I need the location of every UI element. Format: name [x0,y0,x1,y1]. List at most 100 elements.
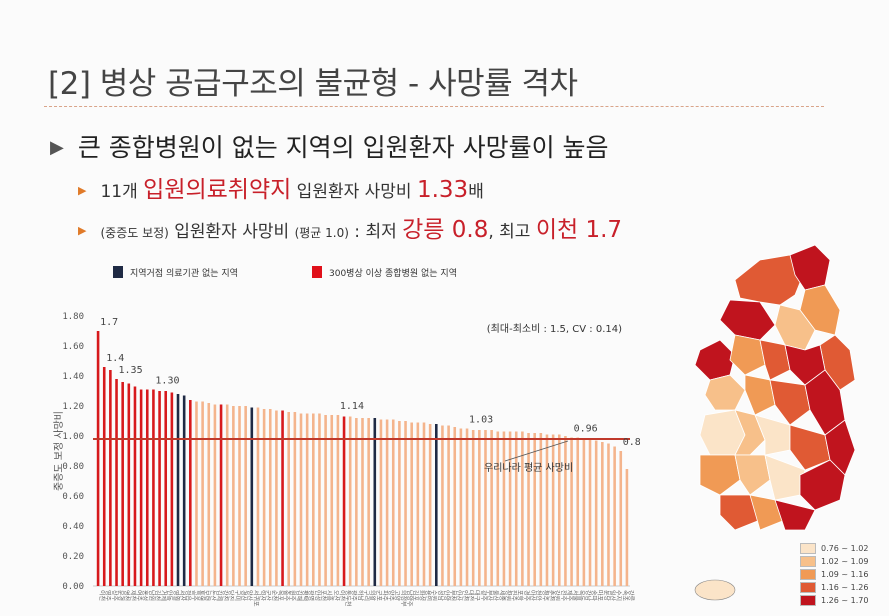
mortality-bar-chart: 지역거점 의료기관 없는 지역 300병상 이상 종합병원 없는 지역 0.00 0.… [53,266,640,607]
x-tick-label: 양산 [246,590,254,602]
bar [348,416,352,586]
x-tick-label: 논산 [209,590,217,602]
bar [244,406,247,586]
bar [195,401,198,586]
x-tick-label: 공주 [190,590,197,602]
bar [268,409,272,586]
bar [336,415,340,586]
map-region [699,454,741,496]
x-tick-label: 인천 [461,590,469,601]
y-tick-label: 0.80 [62,462,84,472]
bar [533,433,536,586]
y-tick-label: 0.40 [62,522,84,532]
x-tick-label: 영주 [104,590,112,602]
bar [613,446,616,586]
bar [299,413,303,586]
bar [373,418,377,586]
x-tick-label: 의정부 [399,590,407,607]
bar [232,406,235,586]
bar [496,431,500,586]
map-legend: 0.76 ~ 1.02 1.02 ~ 1.09 1.09 ~ 1.16 1.16… [800,542,868,607]
legend-label: 지역거점 의료기관 없는 지역 [130,267,238,279]
bar [502,431,506,586]
x-tick-label: 김제 [215,590,223,601]
x-tick-label: 거제 [160,590,168,601]
legend-swatch [800,543,816,554]
b2-post: 배 [468,182,484,202]
bar [428,424,432,586]
bar [453,427,457,586]
map-legend-label: 1.16 ~ 1.26 [821,583,869,592]
data-value-label: 1.03 [469,415,493,426]
data-value-label: 1.4 [106,353,124,364]
bar [594,440,598,586]
x-tick-label: 순천 [270,590,278,601]
bar [570,437,573,586]
x-tick-label: 강릉 [627,590,635,602]
map-region [754,414,791,456]
x-tick-label: 익산 [258,590,266,602]
reference-line-label: 우리나라 평균 사망비 [484,462,573,474]
y-tick-label: 0.20 [62,552,84,562]
x-tick-label: 이천 [98,590,106,601]
x-tick-label: 세종 [498,590,506,602]
bullet-main: ▶ 큰 종합병원이 없는 지역의 입원환자 사망률이 높음 [50,128,609,164]
b2-highlight-region: 입원의료취약지 [143,177,292,203]
x-tick-label: 여주 [135,590,143,602]
x-tick-label: 통영 [196,590,204,601]
map-legend-label: 1.26 ~ 1.70 [821,596,869,605]
x-tick-label: 목포 [276,590,283,602]
x-tick-label: 서산 [178,590,186,602]
map-legend-label: 0.76 ~ 1.02 [821,544,869,553]
x-tick-label: 남양주 [406,590,414,607]
x-tick-label: 군산 [264,590,272,602]
reference-pointer [504,440,569,462]
legend-swatch [800,595,816,606]
x-tick-label: 광명 [307,590,315,601]
bar [133,386,137,586]
bar [361,418,364,586]
bar [139,389,143,586]
ratio-note: (최대-최소비 : 1.5, CV : 0.14) [487,323,622,335]
x-tick-label: 전주 [559,590,567,602]
b3-text: 입원환자 사망비 [168,222,295,242]
bar [275,410,278,586]
x-tick-label: 대구 [473,590,481,602]
bar [478,430,481,586]
x-tick-label: 구미 [233,590,241,601]
map-region [729,334,766,376]
bullet-sub-2: ▶ (중증도 보정) 입원환자 사망비 (평균 1.0) : 최저 강릉 0.8,… [78,210,622,244]
bar [109,370,112,586]
bar [238,406,241,586]
y-tick-label: 0.00 [62,582,84,592]
x-tick-label: 김포 [412,590,419,602]
x-tick-label: 제천 [129,590,137,601]
data-value-label: 1.35 [119,365,143,376]
bar [521,431,524,586]
map-legend-item: 1.26 ~ 1.70 [800,594,868,607]
orange-triangle-icon: ▶ [78,224,87,237]
korea-choropleth-map [694,244,856,601]
bar [576,437,580,586]
bar [158,391,161,586]
x-tick-label: 울산 [492,590,500,602]
bar [318,413,321,586]
bar [607,443,610,586]
x-tick-label: 파주 [381,590,389,602]
x-tick-label: 의왕 [369,590,377,602]
bar [539,433,543,586]
bar [330,415,334,586]
y-tick-label: 1.60 [62,342,84,352]
bar [164,391,168,586]
x-tick-label: 진주 [510,590,518,602]
legend-swatch [800,582,816,593]
data-value-label: 0.96 [574,424,598,435]
x-tick-label: 용인 [424,590,431,601]
bar [441,425,444,586]
legend-swatch [800,556,816,567]
slide-title: [2] 병상 공급구조의 불균형 - 사망률 격차 [48,66,578,102]
bar [305,413,309,586]
bar [201,401,204,586]
legend-swatch [800,569,816,580]
x-tick-label: 포항 [516,590,524,602]
